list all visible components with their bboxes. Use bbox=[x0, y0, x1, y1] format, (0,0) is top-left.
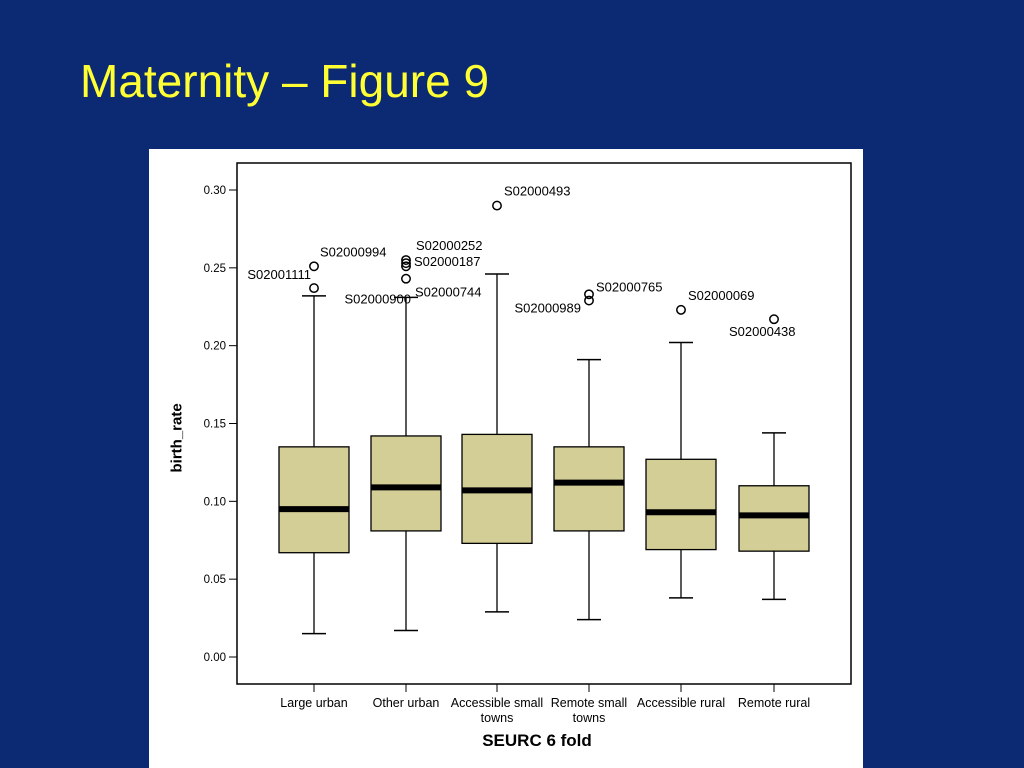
outlier-label: S02000994 bbox=[320, 244, 387, 259]
x-tick-label: Remote small towns bbox=[550, 696, 628, 725]
chart-panel: 0.00 0.05 0.10 0.15 0.20 0.25 0.30 S02000994 S02… bbox=[149, 149, 863, 768]
y-tick-label: 0.10 bbox=[204, 496, 226, 508]
outlier-point bbox=[401, 273, 411, 284]
x-tick-label: Large urban bbox=[280, 696, 348, 710]
outlier-label: S02000438 bbox=[729, 324, 796, 339]
outlier-label: S02000744 bbox=[415, 285, 482, 300]
box bbox=[553, 446, 625, 532]
outlier-point bbox=[309, 283, 319, 294]
x-tick-label: Other urban bbox=[372, 696, 440, 710]
outlier-label: S02000187 bbox=[414, 254, 481, 269]
box bbox=[645, 458, 717, 551]
y-tick-label: 0.15 bbox=[204, 419, 226, 431]
box bbox=[278, 446, 350, 554]
y-tick-label: 0.05 bbox=[204, 574, 226, 586]
outlier-point bbox=[769, 314, 779, 325]
boxplot-chart: 0.00 0.05 0.10 0.15 0.20 0.25 0.30 S02000994 S02… bbox=[204, 162, 852, 692]
outlier-point bbox=[584, 295, 594, 306]
outlier-label: S02001111 bbox=[247, 267, 311, 282]
outlier-label: S02000765 bbox=[596, 279, 663, 294]
y-axis-title: birth_rate bbox=[168, 403, 186, 473]
x-tick-label: Remote rural bbox=[737, 696, 811, 710]
x-tick-label: Accessible small towns bbox=[450, 696, 544, 725]
outlier-label: S02000252 bbox=[416, 238, 483, 253]
outlier-label: S02000493 bbox=[504, 184, 571, 199]
outlier-point bbox=[401, 255, 411, 266]
y-tick-label: 0.25 bbox=[204, 263, 226, 275]
y-tick-label: 0.30 bbox=[204, 185, 226, 197]
outlier-point bbox=[309, 261, 319, 272]
slide-title: Maternity – Figure 9 bbox=[80, 55, 490, 107]
x-axis-title: SEURC 6 fold bbox=[482, 731, 592, 750]
box bbox=[370, 435, 442, 532]
outlier-point bbox=[401, 258, 411, 269]
y-tick-label: 0.20 bbox=[204, 341, 226, 353]
outlier-point bbox=[401, 261, 411, 272]
y-tick-label: 0.00 bbox=[204, 652, 226, 664]
x-tick-label: Accessible rural bbox=[636, 696, 726, 710]
plot-frame bbox=[236, 162, 852, 685]
outlier-point bbox=[492, 200, 502, 211]
box bbox=[738, 485, 810, 552]
outlier-point bbox=[584, 289, 594, 300]
outlier-label: S02000069 bbox=[688, 288, 755, 303]
outlier-point bbox=[676, 304, 686, 315]
outlier-label: S02000900 bbox=[344, 291, 411, 306]
outlier-label: S02000989 bbox=[514, 301, 581, 316]
